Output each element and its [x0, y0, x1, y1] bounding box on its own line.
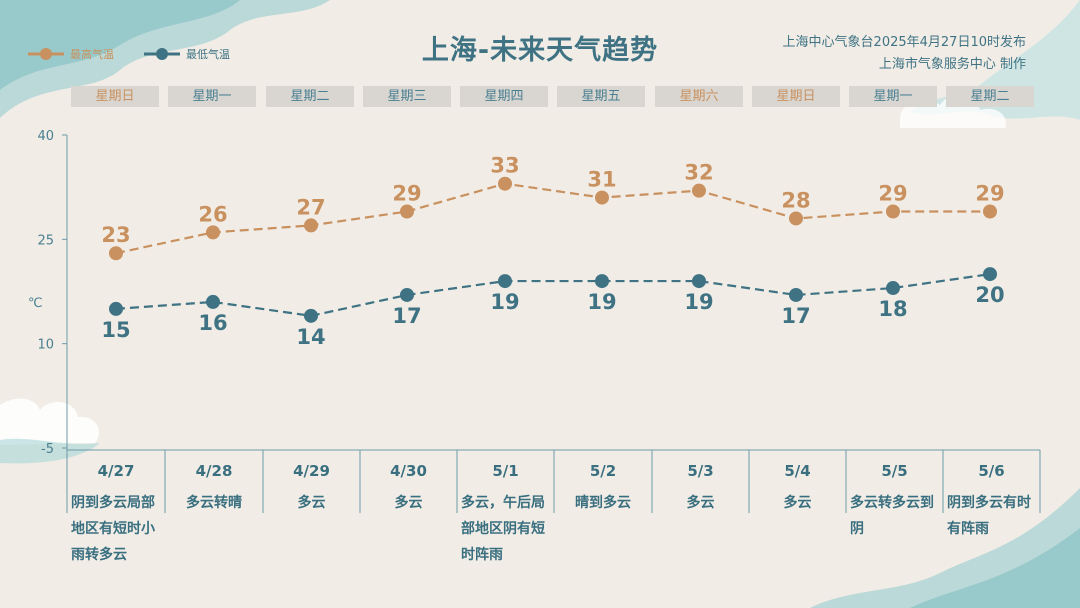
forecast-weather-description: 多云，午后局部地区阴有短时阵雨 [461, 495, 545, 563]
y-axis-unit-label: ℃ [28, 296, 43, 311]
high-temp-point [692, 183, 706, 198]
source-line-producer: 上海市气象服务中心 制作 [878, 57, 1026, 72]
low-temp-value-label: 17 [781, 304, 810, 328]
y-tick-label: 10 [37, 338, 54, 353]
high-temp-point [983, 204, 997, 219]
high-temp-value-label: 31 [587, 168, 616, 192]
forecast-weather-description: 多云转晴 [186, 495, 242, 511]
high-temp-value-label: 27 [296, 195, 325, 219]
weekday-label: 星期日 [71, 86, 159, 107]
high-temp-value-label: 33 [490, 154, 519, 178]
low-temp-value-label: 17 [392, 304, 421, 328]
low-temp-value-label: 18 [878, 297, 907, 321]
high-temp-point [400, 204, 414, 219]
low-temp-point [304, 308, 318, 323]
low-temp-value-label: 19 [490, 290, 519, 314]
high-temp-value-label: 32 [684, 161, 713, 185]
low-temp-point [595, 274, 609, 289]
weekday-label: 星期二 [266, 86, 354, 107]
low-temp-point [498, 274, 512, 289]
forecast-date: 5/6 [978, 462, 1005, 480]
weekday-label: 星期一 [168, 86, 256, 107]
low-temp-point [692, 274, 706, 289]
weekday-label: 星期四 [460, 86, 548, 107]
page-title: 上海-未来天气趋势 [421, 35, 659, 66]
weekday-label: 星期一 [849, 86, 937, 107]
low-temp-line [115, 273, 991, 317]
high-temp-point [498, 176, 512, 191]
forecast-weather-description: 多云 [783, 495, 812, 511]
high-temp-line [115, 182, 990, 255]
high-temp-value-label: 29 [975, 182, 1004, 206]
weekday-label: 星期六 [655, 86, 743, 107]
forecast-date: 4/29 [293, 462, 330, 480]
low-temp-value-label: 19 [587, 290, 616, 314]
forecast-date: 5/3 [687, 462, 714, 480]
low-temp-point [886, 281, 900, 296]
forecast-date: 4/30 [390, 462, 427, 480]
legend-item-low: 最低气温 [142, 44, 230, 64]
weekday-label: 星期日 [752, 86, 840, 107]
low-temp-value-label: 20 [975, 283, 1004, 307]
high-temp-point [886, 204, 900, 219]
legend-item-high: 最高气温 [26, 44, 114, 64]
high-temp-value-label: 23 [101, 223, 130, 247]
forecast-date: 5/1 [492, 462, 519, 480]
high-temp-point [789, 211, 803, 226]
y-tick-label: -5 [41, 442, 54, 457]
weekday-label: 星期二 [946, 86, 1034, 107]
forecast-weather-description: 多云 [297, 495, 326, 511]
high-temp-point [304, 218, 318, 233]
weekday-label: 星期五 [557, 86, 645, 107]
legend-high-label: 最高气温 [70, 48, 114, 61]
low-temp-value-label: 14 [296, 325, 325, 349]
low-temp-value-label: 15 [101, 318, 130, 342]
low-temp-value-label: 16 [198, 311, 227, 335]
low-temp-value-label: 19 [684, 290, 713, 314]
legend-low-marker-icon [144, 48, 180, 60]
y-tick-label: 25 [37, 233, 54, 248]
forecast-date: 5/5 [881, 462, 908, 480]
high-temp-point [206, 225, 220, 240]
low-temp-point [983, 267, 997, 282]
low-temp-point [789, 287, 803, 302]
legend-low-label: 最低气温 [186, 48, 230, 61]
high-temp-value-label: 29 [392, 182, 421, 206]
forecast-date: 5/4 [784, 462, 811, 480]
y-tick-label: 40 [37, 129, 54, 144]
forecast-date: 5/2 [589, 462, 617, 480]
forecast-weather-description: 多云 [394, 495, 423, 511]
high-temp-point [109, 246, 123, 261]
forecast-weather-description: 多云 [686, 495, 715, 511]
forecast-weather-description: 多云转多云到阴 [850, 495, 934, 537]
high-temp-value-label: 28 [781, 188, 810, 212]
legend-high-marker-icon [28, 48, 64, 60]
low-temp-point [206, 294, 220, 309]
high-temp-value-label: 29 [878, 182, 907, 206]
low-temp-point [109, 301, 123, 316]
high-temp-value-label: 26 [198, 202, 227, 226]
source-line-publisher: 上海中心气象台2025年4月27日10时发布 [782, 35, 1026, 50]
forecast-weather-description: 晴到多云 [575, 495, 631, 511]
forecast-weather-description: 阴到多云局部地区有短时小雨转多云 [71, 495, 155, 563]
forecast-date: 4/28 [195, 462, 233, 480]
forecast-weather-description: 阴到多云有时有阵雨 [947, 495, 1031, 537]
high-temp-point [595, 190, 609, 205]
low-temp-point [400, 287, 414, 302]
forecast-date: 4/27 [97, 462, 135, 480]
weekday-label: 星期三 [363, 86, 451, 107]
